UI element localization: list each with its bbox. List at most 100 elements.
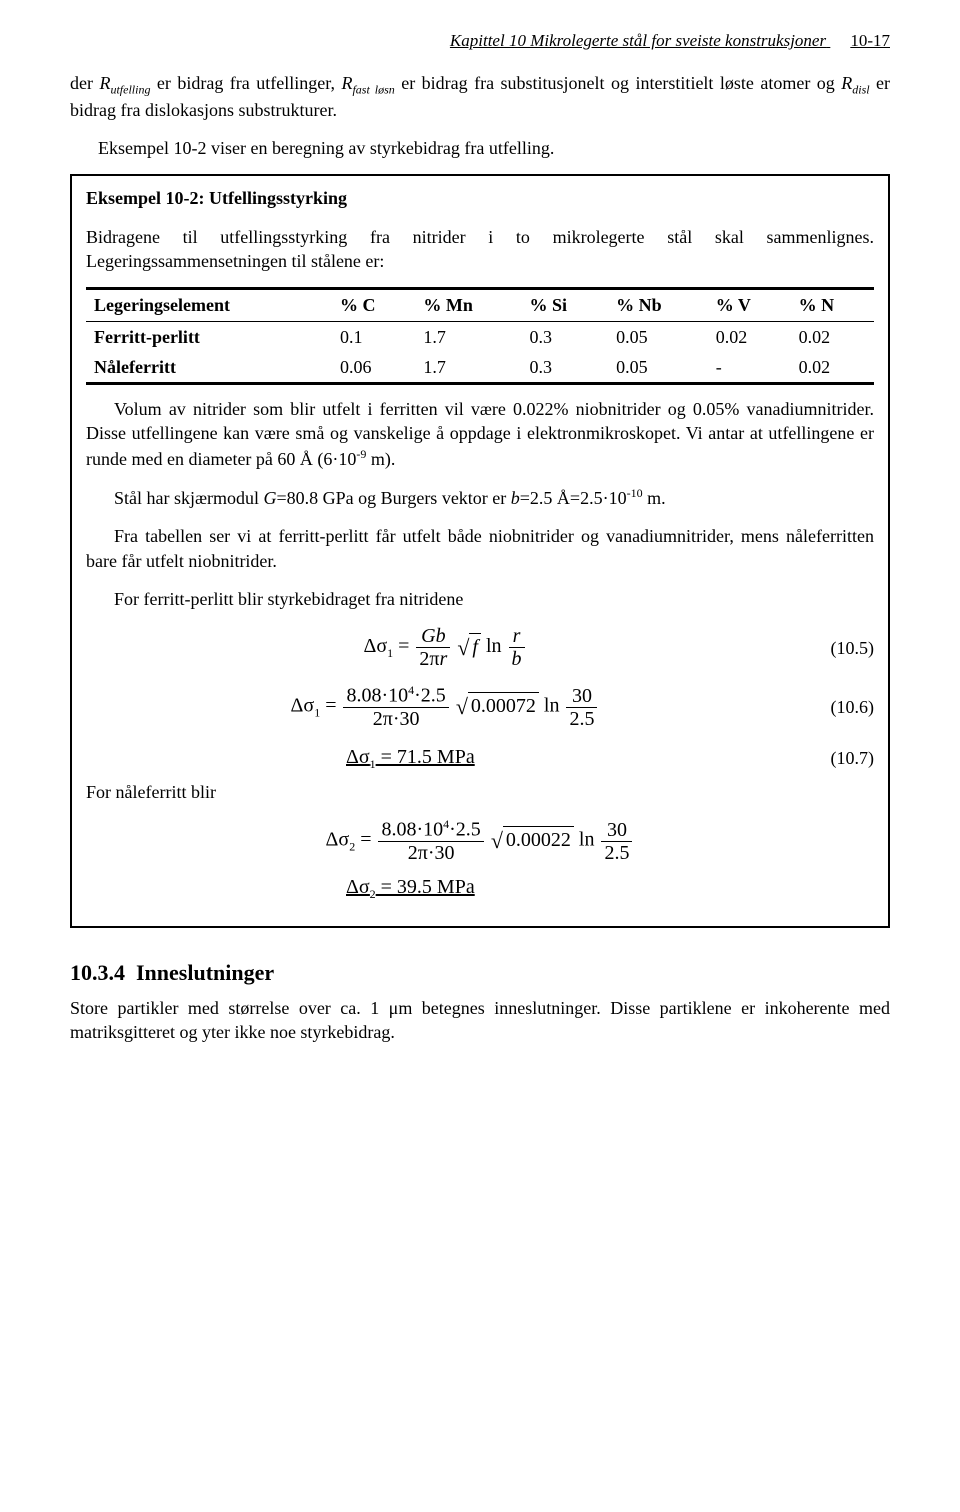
numerator: Gb bbox=[421, 625, 445, 647]
fraction: 30 2.5 bbox=[601, 819, 632, 864]
text: er bidrag fra utfellinger, bbox=[150, 73, 341, 93]
td: - bbox=[708, 352, 791, 384]
example-paragraph: Fra tabellen ser vi at ferritt-perlitt f… bbox=[86, 524, 874, 573]
table-header-row: Legeringselement % C % Mn % Si % Nb % V … bbox=[86, 289, 874, 321]
var-g: G bbox=[264, 488, 277, 508]
delta-sigma: Δσ bbox=[291, 695, 315, 717]
delta-sigma: Δσ bbox=[363, 635, 387, 657]
example-paragraph: Volum av nitrider som blir utfelt i ferr… bbox=[86, 397, 874, 471]
example-paragraph: For ferritt-perlitt blir styrkebidraget … bbox=[86, 587, 874, 611]
td: 0.02 bbox=[791, 352, 874, 384]
td: 1.7 bbox=[415, 321, 521, 352]
text: m. bbox=[643, 488, 666, 508]
example-box: Eksempel 10-2: Utfellingsstyrking Bidrag… bbox=[70, 174, 890, 928]
radicand: f bbox=[472, 636, 478, 658]
equation-body: Δσ1 = Gb 2πr f ln r b bbox=[86, 625, 804, 670]
numerator: r bbox=[513, 625, 521, 647]
equation-naleferritt: Δσ2 = 8.08·104·2.5 2π·30 0.00022 ln 30 2… bbox=[86, 818, 874, 864]
equation-10-7: Δσ1 = 71.5 MPa (10.7) bbox=[86, 744, 874, 772]
result-underlined: Δσ2 = 39.5 MPa bbox=[346, 876, 475, 898]
subscript: 1 bbox=[387, 646, 393, 660]
denominator: 2.5 bbox=[601, 842, 632, 864]
equation-number: (10.6) bbox=[804, 695, 874, 719]
denominator: 2π·30 bbox=[378, 842, 483, 864]
th: % Nb bbox=[608, 289, 708, 321]
page-number: 10-17 bbox=[850, 31, 890, 50]
subscript: 2 bbox=[349, 840, 355, 854]
td: 0.06 bbox=[332, 352, 415, 384]
text: =2.5 Å=2.5·10 bbox=[520, 488, 627, 508]
equation-body: Δσ1 = 8.08·104·2.5 2π·30 0.00072 ln 30 2… bbox=[86, 684, 804, 730]
section-title: Inneslutninger bbox=[136, 960, 274, 985]
td: 0.05 bbox=[608, 352, 708, 384]
example-paragraph: Stål har skjærmodul G=80.8 GPa og Burger… bbox=[86, 485, 874, 510]
td: 0.1 bbox=[332, 321, 415, 352]
section-number: 10.3.4 bbox=[70, 960, 125, 985]
text: Stål har skjærmodul bbox=[114, 488, 264, 508]
table-row: Ferritt-perlitt 0.1 1.7 0.3 0.05 0.02 0.… bbox=[86, 321, 874, 352]
delta-sigma: Δσ bbox=[326, 829, 350, 851]
radicand: 0.00072 bbox=[468, 692, 539, 720]
fraction: r b bbox=[509, 625, 525, 670]
superscript: -9 bbox=[356, 447, 366, 461]
example-lead: Bidragene til utfellingsstyrking fra nit… bbox=[86, 225, 874, 274]
text: =80.8 GPa og Burgers vektor er bbox=[277, 488, 511, 508]
equation-number: (10.5) bbox=[804, 636, 874, 660]
fraction: Gb 2πr bbox=[416, 625, 450, 670]
td: 0.3 bbox=[521, 321, 608, 352]
sqrt: 0.00072 bbox=[456, 692, 539, 722]
td: 0.02 bbox=[791, 321, 874, 352]
td: 0.02 bbox=[708, 321, 791, 352]
fraction: 8.08·104·2.5 2π·30 bbox=[378, 818, 483, 864]
var-b: b bbox=[511, 488, 520, 508]
text: m). bbox=[366, 449, 395, 469]
th: % C bbox=[332, 289, 415, 321]
running-header: Kapittel 10 Mikrolegerte stål for sveist… bbox=[70, 30, 890, 53]
subscript: utfelling bbox=[110, 83, 150, 97]
numerator: 8.08·104·2.5 bbox=[343, 684, 448, 708]
header-title: Kapittel 10 Mikrolegerte stål for sveist… bbox=[450, 31, 826, 50]
th: % V bbox=[708, 289, 791, 321]
section-heading: 10.3.4 Inneslutninger bbox=[70, 958, 890, 988]
result-underlined: Δσ1 = 71.5 MPa bbox=[346, 746, 475, 768]
numerator: 30 bbox=[601, 819, 632, 842]
denominator: 2.5 bbox=[566, 708, 597, 730]
td: Nåleferritt bbox=[86, 352, 332, 384]
var-r: R bbox=[841, 73, 852, 93]
superscript: -10 bbox=[627, 486, 643, 500]
th: % Si bbox=[521, 289, 608, 321]
th: Legeringselement bbox=[86, 289, 332, 321]
intro-p2: Eksempel 10-2 viser en beregning av styr… bbox=[70, 136, 890, 160]
numerator: 8.08·104·2.5 bbox=[378, 818, 483, 842]
td: 0.05 bbox=[608, 321, 708, 352]
th: % N bbox=[791, 289, 874, 321]
text: der bbox=[70, 73, 99, 93]
denominator: 2π·30 bbox=[343, 708, 448, 730]
td: Ferritt-perlitt bbox=[86, 321, 332, 352]
equation-number: (10.7) bbox=[804, 746, 874, 770]
radicand: 0.00022 bbox=[503, 826, 574, 854]
text: er bidrag fra substitusjonelt og interst… bbox=[395, 73, 841, 93]
denominator: b bbox=[512, 648, 522, 670]
subscript: fast løsn bbox=[352, 83, 394, 97]
subscript: disl bbox=[852, 83, 869, 97]
ln: ln bbox=[486, 635, 502, 657]
alloy-table: Legeringselement % C % Mn % Si % Nb % V … bbox=[86, 287, 874, 385]
example-title: Eksempel 10-2: Utfellingsstyrking bbox=[86, 186, 874, 210]
example-paragraph: For nåleferritt blir bbox=[86, 780, 874, 804]
sqrt: 0.00022 bbox=[491, 826, 574, 856]
text: Volum av nitrider som blir utfelt i ferr… bbox=[86, 399, 874, 469]
table-row: Nåleferritt 0.06 1.7 0.3 0.05 - 0.02 bbox=[86, 352, 874, 384]
subscript: 1 bbox=[314, 706, 320, 720]
page: Kapittel 10 Mikrolegerte stål for sveist… bbox=[0, 0, 960, 1098]
equation-body: Δσ1 = 71.5 MPa bbox=[86, 744, 804, 772]
td: 1.7 bbox=[415, 352, 521, 384]
th: % Mn bbox=[415, 289, 521, 321]
equation-10-6: Δσ1 = 8.08·104·2.5 2π·30 0.00072 ln 30 2… bbox=[86, 684, 874, 730]
equation-naleferritt-result: Δσ2 = 39.5 MPa bbox=[86, 874, 874, 902]
var-r: R bbox=[99, 73, 110, 93]
denominator: 2πr bbox=[416, 648, 450, 670]
section-paragraph: Store partikler med størrelse over ca. 1… bbox=[70, 996, 890, 1045]
td: 0.3 bbox=[521, 352, 608, 384]
var-r: R bbox=[341, 73, 352, 93]
